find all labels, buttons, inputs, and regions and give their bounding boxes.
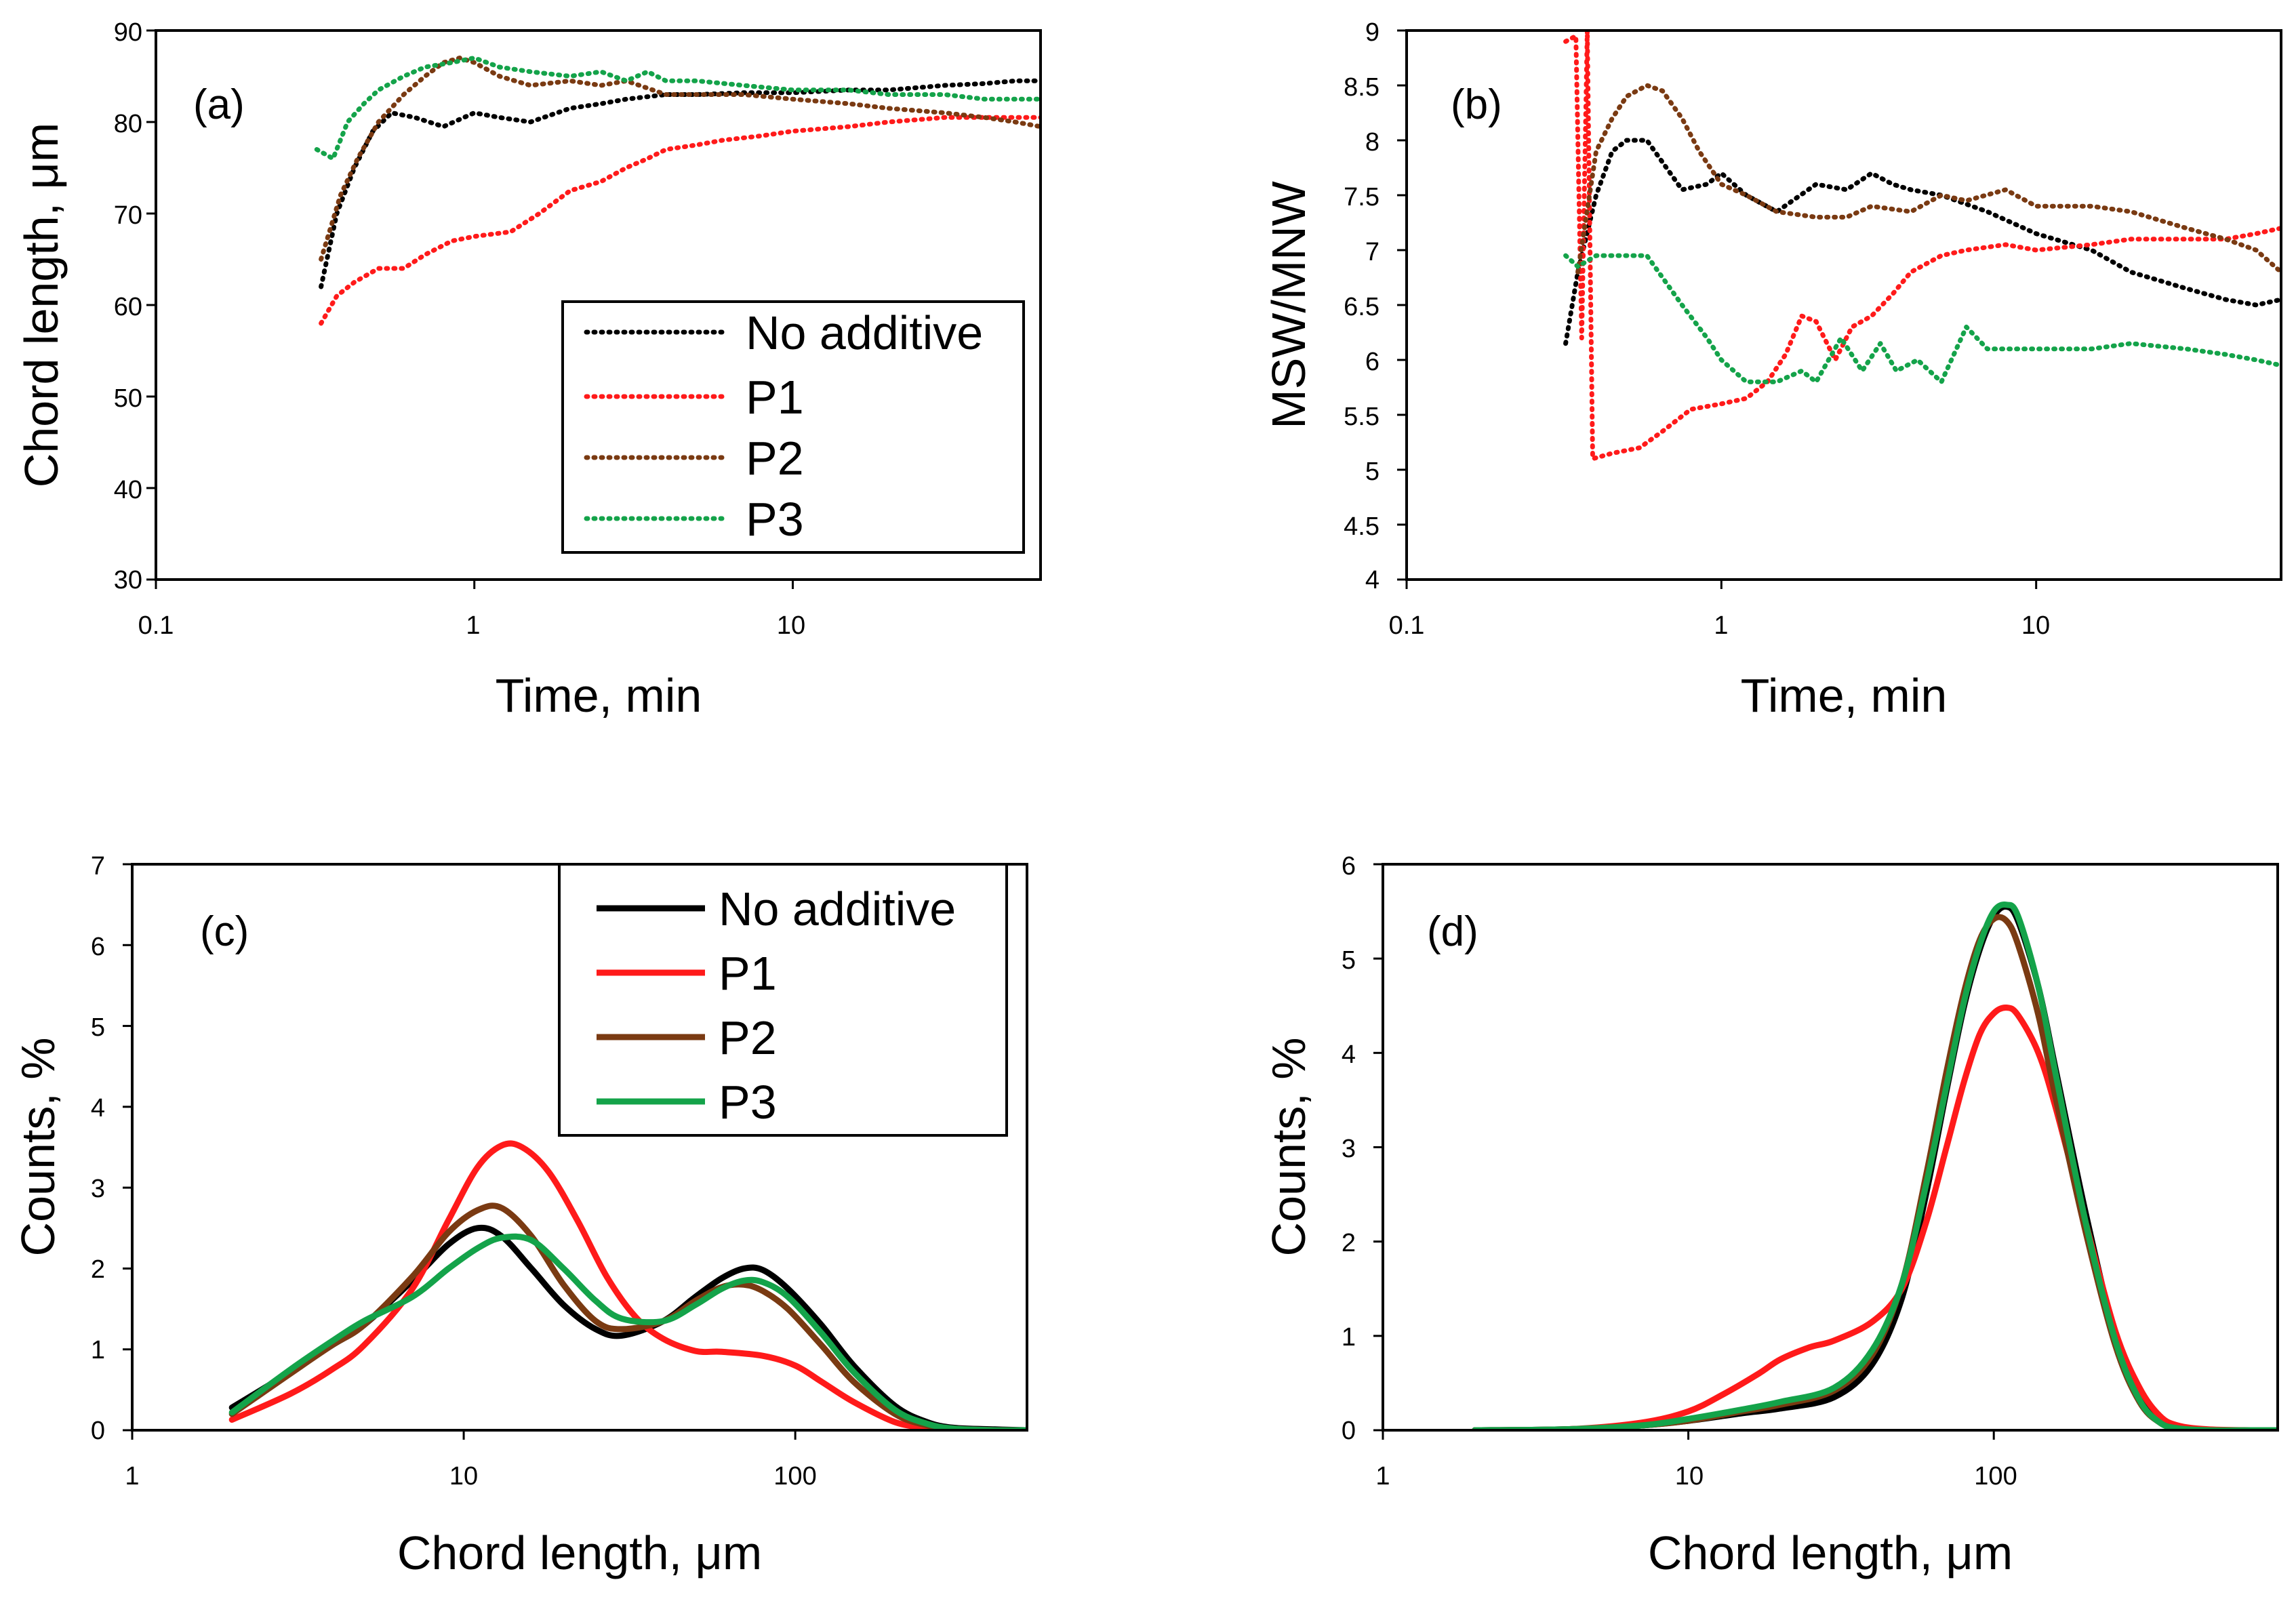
panel-c-y-tick-label: 1 (91, 1336, 105, 1364)
panel-b-y-tick-label: 5 (1365, 458, 1379, 486)
panel-b-y-tick-label: 5.5 (1344, 403, 1379, 431)
panel-a-y-tick-label: 30 (114, 566, 142, 594)
panel-c-y-tick-label: 2 (91, 1255, 105, 1284)
legend-top-label: P2 (746, 432, 804, 485)
panel-c-series-p3 (228, 1233, 1027, 1430)
panel-b-plot-frame (1405, 29, 2282, 581)
panel-d-plot-frame (1382, 863, 2279, 1432)
legend-top-label: P1 (746, 371, 804, 424)
panel-a-x-tick-label: 10 (777, 611, 805, 640)
panel-d-y-tick-label: 6 (1342, 852, 1356, 881)
panel-c-x-tick-label: 10 (449, 1462, 478, 1491)
panel-a-plot-frame (155, 29, 1042, 581)
legend-bottom-label: No additive (719, 883, 956, 935)
panel-b-x-tick-label: 10 (2021, 611, 2050, 640)
panel-a-series-no-additive (319, 78, 1041, 289)
panel-b-series-p2 (1575, 83, 2281, 275)
panel-c-y-tick-label: 4 (91, 1094, 105, 1122)
panel-d-y-tick-label: 4 (1342, 1040, 1356, 1069)
panel-d-ticks (1373, 863, 1995, 1440)
panel-d-x-tick-label: 1 (1375, 1462, 1390, 1491)
panel-c-x-axis-title: Chord length, μm (397, 1526, 762, 1579)
panel-d-y-tick-label: 2 (1342, 1229, 1356, 1257)
legend-bottom-label: P1 (719, 947, 777, 1000)
panel-c-y-axis-title: Counts, % (12, 1038, 64, 1257)
panel-d-y-tick-label: 3 (1342, 1135, 1356, 1163)
legend-bottom: No additive P1 P2 P3 (558, 863, 1008, 1137)
panel-d-y-tick-label: 5 (1342, 946, 1356, 975)
panel-b-y-tick-label: 9 (1365, 18, 1379, 47)
panel-c-series (228, 1140, 1027, 1430)
panel-a-x-tick-label: 1 (466, 611, 480, 640)
panel-d-y-tick-label: 0 (1342, 1417, 1356, 1445)
legend-top-frame (561, 300, 1025, 554)
panel-b-series-p3 (1563, 253, 2281, 384)
panel-b-y-tick-label: 6.5 (1344, 293, 1379, 321)
panel-c-y-tick-label: 5 (91, 1013, 105, 1042)
panel-d-series-p2 (1472, 914, 2278, 1430)
panel-a-y-tick-label: 40 (114, 476, 142, 504)
panel-c-y-tick-label: 6 (91, 933, 105, 961)
panel-c-series-p1 (228, 1140, 1027, 1430)
panel-c-x-tick-label: 1 (125, 1462, 139, 1491)
panel-d-label: (d) (1427, 908, 1478, 955)
panel-a-series-p2 (319, 56, 1041, 262)
panel-a-y-tick-label: 60 (114, 293, 142, 321)
panel-b-y-tick-label: 8.5 (1344, 73, 1379, 102)
panel-c-ticks (123, 863, 797, 1440)
panel-b-chart: (b) Time, min MSW/MNW 9 8.5 8 7.5 7 6.5 … (1262, 18, 2282, 722)
panel-a-x-tick-label: 0.1 (138, 611, 174, 640)
legend-top-label: No additive (746, 306, 983, 359)
panel-a-ticks (146, 29, 794, 589)
panel-b-y-tick-label: 7 (1365, 238, 1379, 266)
panel-b-y-tick-label: 8 (1365, 128, 1379, 157)
panel-b-y-tick-label: 4 (1365, 566, 1379, 594)
panel-c-y-tick-label: 3 (91, 1175, 105, 1203)
panel-a-chart: (a) Time, min Chord length, μm 90 80 70 … (15, 18, 1042, 722)
panel-a-y-tick-label: 50 (114, 384, 142, 413)
panel-d-x-tick-label: 10 (1675, 1462, 1704, 1491)
panel-b-series-p1 (1563, 31, 2281, 462)
legend-top: No additive P1 P2 P3 (561, 300, 1025, 554)
panel-a-y-tick-label: 70 (114, 201, 142, 230)
panel-a-series (314, 56, 1041, 326)
legend-bottom-label: P2 (719, 1011, 777, 1064)
panel-b-y-axis-title: MSW/MNW (1262, 181, 1315, 428)
panel-b-x-tick-label: 0.1 (1389, 611, 1425, 640)
panel-c-y-tick-label: 7 (91, 852, 105, 881)
panel-b-y-tick-label: 7.5 (1344, 183, 1379, 211)
panel-a-y-tick-label: 90 (114, 18, 142, 47)
panel-d-series (1472, 901, 2278, 1430)
panel-b-series-no-additive (1563, 138, 2281, 346)
panel-b-series (1563, 31, 2281, 462)
panel-d-chart: (d) Chord length, μm Counts, % 6 5 4 3 2… (1262, 852, 2279, 1579)
panel-d-y-axis-title: Counts, % (1262, 1038, 1315, 1257)
panel-b-y-tick-label: 4.5 (1344, 512, 1379, 541)
panel-c-chart: (c) Chord length, μm Counts, % 7 6 5 4 3… (12, 852, 1028, 1579)
panel-a-series-p1 (319, 115, 1041, 326)
panel-a-series-p3 (314, 56, 1041, 161)
panel-c-series-p2 (228, 1202, 1027, 1430)
legend-bottom-label: P3 (719, 1076, 777, 1129)
panel-b-label: (b) (1451, 81, 1502, 128)
panel-b-ticks (1397, 29, 2038, 589)
panel-a-x-axis-title: Time, min (496, 669, 702, 722)
panel-d-x-tick-label: 100 (1974, 1462, 2017, 1491)
panel-d-y-tick-label: 1 (1342, 1323, 1356, 1352)
panel-a-label: (a) (193, 81, 245, 128)
panel-b-y-tick-label: 6 (1365, 348, 1379, 376)
panel-c-label: (c) (200, 908, 249, 955)
panel-d-x-axis-title: Chord length, μm (1648, 1526, 2013, 1579)
legend-top-label: P3 (746, 493, 804, 546)
panel-b-x-tick-label: 1 (1714, 611, 1728, 640)
panel-c-x-tick-label: 100 (773, 1462, 816, 1491)
panel-b-x-axis-title: Time, min (1741, 669, 1948, 722)
panel-d-series-p3 (1472, 901, 2278, 1430)
panel-a-y-tick-label: 80 (114, 110, 142, 138)
panel-c-y-tick-label: 0 (91, 1417, 105, 1445)
panel-d-series-p1 (1472, 1004, 2278, 1430)
panel-a-y-axis-title: Chord length, μm (15, 123, 68, 487)
